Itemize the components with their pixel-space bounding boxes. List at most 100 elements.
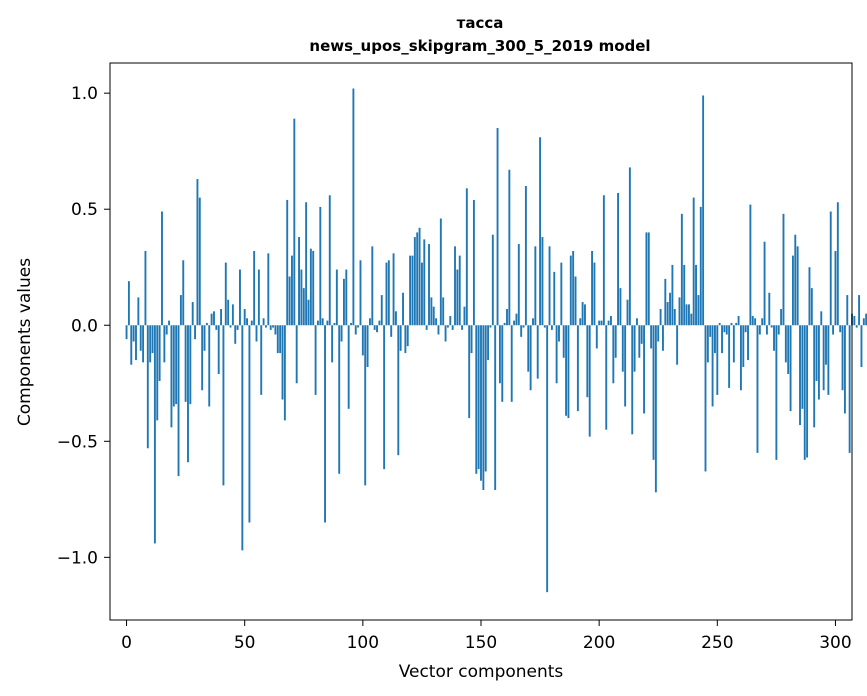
bar (184, 325, 187, 402)
bar (295, 325, 298, 384)
bar (470, 325, 473, 354)
bar (654, 325, 657, 493)
bar (229, 325, 232, 328)
y-tick-label: 0.5 (71, 200, 98, 220)
bar (796, 246, 799, 326)
bar (239, 269, 241, 326)
bar (685, 304, 688, 326)
bar (149, 325, 152, 363)
bar (350, 322, 352, 326)
bar (213, 311, 215, 326)
bar (283, 325, 286, 421)
bar (446, 325, 449, 328)
x-tick-label: 0 (121, 633, 132, 653)
bar (593, 262, 596, 326)
bar (765, 325, 768, 335)
bar (357, 325, 360, 328)
bar (782, 213, 785, 326)
bar (659, 309, 662, 326)
bar (496, 127, 499, 326)
bar (690, 313, 693, 326)
x-tick-label: 50 (234, 633, 256, 653)
bar (718, 322, 721, 326)
bar (146, 325, 149, 449)
bar (498, 325, 501, 384)
bar (822, 325, 825, 391)
bar (810, 288, 813, 326)
bar (862, 318, 865, 326)
bar (276, 325, 279, 354)
bar (558, 325, 560, 342)
bar (428, 244, 430, 326)
bar (626, 299, 629, 326)
bar (394, 311, 397, 326)
bar (576, 325, 579, 412)
bar (248, 325, 251, 523)
bar (279, 325, 282, 354)
bar (666, 302, 669, 326)
bar (404, 325, 407, 354)
bar (194, 325, 197, 340)
bar (153, 325, 156, 544)
bar (494, 325, 497, 491)
bar (338, 325, 341, 474)
bar (142, 325, 145, 363)
bar (763, 241, 766, 326)
bar (189, 325, 192, 405)
bar (281, 325, 284, 400)
y-tick-label: 0.0 (71, 316, 98, 336)
bar (480, 325, 482, 481)
bar (773, 325, 775, 351)
bar (640, 325, 643, 344)
bar (631, 325, 634, 435)
bar (477, 325, 480, 470)
bar (165, 325, 168, 335)
bar (541, 237, 544, 326)
bar (125, 325, 128, 340)
x-axis-label: Vector components (399, 662, 564, 682)
bar (262, 318, 265, 326)
bar (253, 250, 256, 326)
bar (600, 320, 603, 326)
bar (725, 325, 728, 335)
bar (756, 325, 759, 453)
bar (177, 325, 180, 477)
bar (361, 325, 364, 356)
bar (680, 213, 683, 326)
bar (182, 260, 185, 326)
bar (286, 199, 289, 326)
bar (588, 325, 591, 437)
bar (747, 325, 749, 361)
bar (260, 325, 263, 395)
bar (288, 276, 291, 326)
bar (402, 292, 404, 326)
bar (463, 306, 466, 326)
bar (612, 325, 615, 384)
bar (678, 297, 681, 326)
bar (595, 325, 598, 349)
bar (664, 278, 667, 326)
bar (846, 295, 849, 326)
bar (520, 325, 523, 337)
bar (243, 309, 246, 326)
bar (333, 322, 336, 326)
bar (257, 269, 260, 326)
bar (454, 246, 456, 326)
bar (343, 278, 345, 326)
bar (298, 237, 300, 326)
y-tick-label: 1.0 (71, 84, 98, 104)
bar (293, 118, 296, 326)
bar (737, 315, 740, 326)
bar (716, 325, 719, 395)
bar (272, 325, 274, 328)
bar (366, 325, 369, 368)
bar (508, 169, 511, 326)
bar (695, 264, 697, 326)
bar (598, 320, 601, 326)
bar (302, 288, 305, 326)
bar (241, 325, 244, 551)
bar (671, 264, 674, 326)
y-tick-label: −0.5 (57, 432, 98, 452)
